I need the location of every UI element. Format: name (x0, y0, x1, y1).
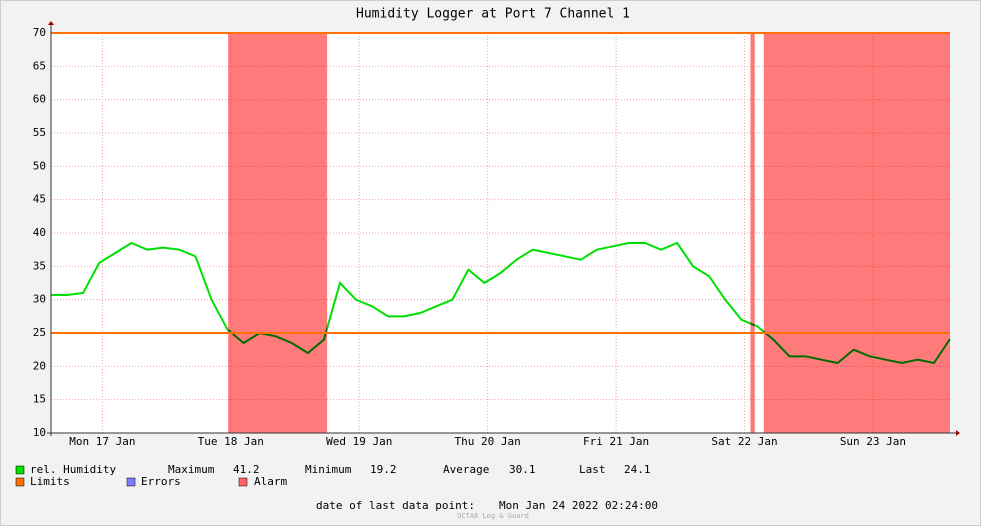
y-tick-label: 10 (33, 426, 46, 439)
stat-label: Last (579, 463, 606, 476)
stat-value: 24.1 (624, 463, 651, 476)
chart-title: Humidity Logger at Port 7 Channel 1 (356, 7, 630, 22)
watermark: OCTA8 Log & Guard (457, 512, 529, 520)
stat-label: Maximum (168, 463, 215, 476)
legend-swatch (15, 465, 25, 475)
stat-value: 41.2 (233, 463, 260, 476)
stat-label: Minimum (305, 463, 352, 476)
stat-value: 19.2 (370, 463, 397, 476)
y-tick-label: 50 (33, 159, 46, 172)
footer-value: Mon Jan 24 2022 02:24:00 (499, 499, 658, 512)
x-tick-label: Wed 19 Jan (326, 435, 392, 448)
legend-label: Errors (141, 475, 181, 488)
legend-swatch (15, 477, 25, 487)
alarm-band (750, 33, 755, 433)
x-tick-label: Fri 21 Jan (583, 435, 649, 448)
stat-label: Average (443, 463, 489, 476)
footer-label: date of last data point: (316, 499, 475, 512)
alarm-band (228, 33, 328, 433)
axis-arrow (48, 21, 54, 25)
y-tick-label: 25 (33, 326, 46, 339)
y-tick-label: 65 (33, 59, 46, 72)
y-tick-label: 40 (33, 226, 46, 239)
y-tick-label: 35 (33, 259, 46, 272)
legend-swatch (238, 477, 248, 487)
y-tick-label: 30 (33, 293, 46, 306)
y-tick-label: 45 (33, 193, 46, 206)
y-tick-label: 55 (33, 126, 46, 139)
alarm-band (763, 33, 950, 433)
legend-label: Limits (30, 475, 70, 488)
y-tick-label: 60 (33, 93, 46, 106)
y-tick-label: 20 (33, 359, 46, 372)
legend-label: Alarm (254, 475, 287, 488)
x-tick-label: Tue 18 Jan (198, 435, 264, 448)
legend-swatch (126, 477, 136, 487)
x-tick-label: Sun 23 Jan (840, 435, 906, 448)
axis-arrow (956, 430, 960, 436)
y-tick-label: 15 (33, 393, 46, 406)
x-tick-label: Thu 20 Jan (455, 435, 521, 448)
legend-label: rel. Humidity (30, 463, 116, 476)
stat-value: 30.1 (509, 463, 536, 476)
x-tick-label: Sat 22 Jan (711, 435, 777, 448)
y-tick-label: 70 (33, 26, 46, 39)
x-tick-label: Mon 17 Jan (69, 435, 135, 448)
